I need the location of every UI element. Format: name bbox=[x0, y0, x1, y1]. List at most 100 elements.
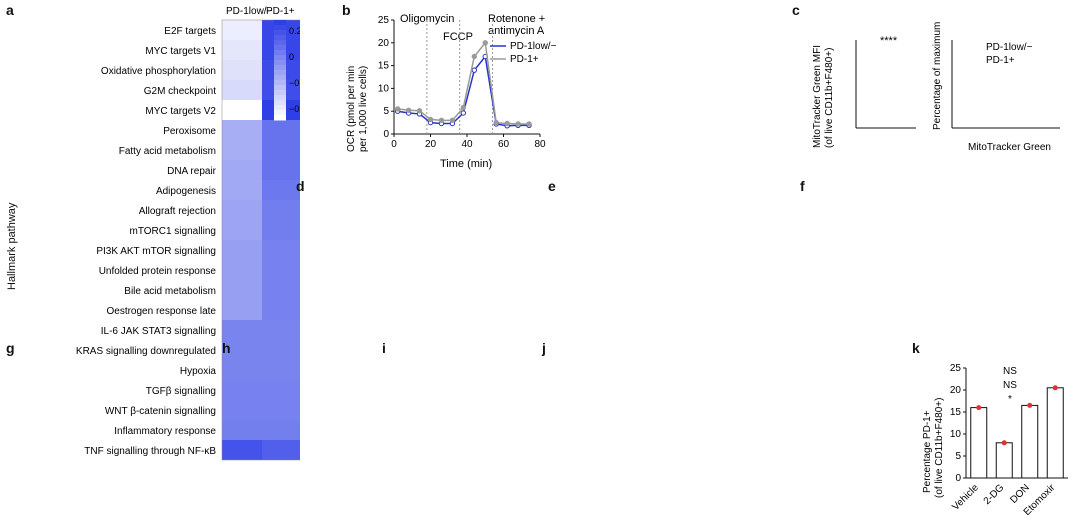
panel-b-label: b bbox=[342, 2, 351, 18]
k-y-tick-label: 15 bbox=[950, 407, 962, 418]
ocr-x-tick-label: 20 bbox=[425, 139, 437, 150]
ocr-xlabel: Time (min) bbox=[440, 158, 492, 170]
ocr-point bbox=[416, 108, 423, 114]
heatmap-cell bbox=[222, 240, 262, 260]
heatmap-cell bbox=[222, 260, 262, 280]
colorbar-segment bbox=[274, 100, 286, 106]
heatmap-row-label: Inflammatory response bbox=[114, 426, 216, 437]
ocr-point bbox=[449, 117, 456, 124]
k-category-label: Vehicle bbox=[950, 482, 981, 513]
mitotracker-ylabel-line1: MitoTracker Green MFI bbox=[812, 45, 823, 148]
ocr-point bbox=[460, 110, 467, 116]
heatmap-column-label: PD-1low/− bbox=[226, 6, 273, 17]
colorbar-segment bbox=[274, 25, 286, 31]
k-significance-label: NS bbox=[1003, 380, 1017, 391]
ocr-ylabel-line2: per 1,000 live cells) bbox=[358, 66, 369, 152]
ocr-y-tick-label: 0 bbox=[383, 129, 389, 140]
panel-e-label: e bbox=[548, 178, 556, 194]
mitotracker-chart: MitoTracker Green MFI (of live CD11b+F48… bbox=[812, 22, 1060, 153]
colorbar-segment bbox=[274, 35, 286, 41]
heatmap-row-label: MYC targets V2 bbox=[145, 106, 216, 117]
heatmap-cell bbox=[222, 200, 262, 220]
heatmap-cell bbox=[262, 160, 300, 180]
heatmap-row-label: Unfolded protein response bbox=[99, 266, 217, 277]
mitotracker-significance: **** bbox=[880, 35, 898, 47]
oligomycin-label: Oligomycin bbox=[400, 13, 454, 25]
k-point bbox=[1027, 402, 1033, 408]
panel-a: a Hallmark pathway PD-1low/− PD-1+ E2F tar… bbox=[0, 0, 300, 470]
ocr-x-tick-label: 40 bbox=[461, 139, 473, 150]
heatmap-cell bbox=[222, 300, 262, 320]
panel-f-label: f bbox=[800, 178, 805, 194]
ocr-legend-low: PD-1low/− bbox=[510, 41, 557, 52]
heatmap-cell bbox=[222, 140, 262, 160]
ocr-point bbox=[493, 119, 499, 126]
k-ylabel-line1: Percentage PD-1+ bbox=[922, 410, 933, 493]
heatmap-row-label: Bile acid metabolism bbox=[124, 286, 216, 297]
heatmap-cell bbox=[262, 320, 300, 340]
k-point bbox=[1001, 440, 1007, 446]
ocr-point bbox=[471, 67, 478, 73]
panel-j-label: j bbox=[542, 340, 546, 356]
heatmap-row-label: TNF signalling through NF-κB bbox=[84, 446, 216, 457]
ocr-y-tick-label: 5 bbox=[383, 106, 389, 117]
ocr-point bbox=[438, 117, 445, 124]
colorbar-segment bbox=[274, 80, 286, 86]
heatmap-cell bbox=[222, 340, 262, 360]
colorbar-tick: −0.4 bbox=[289, 104, 300, 114]
heatmap-cell bbox=[262, 380, 300, 400]
heatmap-row-label: PI3K AKT mTOR signalling bbox=[96, 246, 216, 257]
panel-k-bar-chart: Percentage PD-1+ (of live CD11b+F480+) 0… bbox=[922, 363, 1068, 518]
flow-legend-low: PD-1low/− bbox=[986, 42, 1033, 53]
ocr-point bbox=[515, 121, 521, 127]
panel-c: c MitoTracker Green MFI (of live CD11b+F… bbox=[790, 0, 1080, 170]
heatmap-cell bbox=[262, 120, 300, 140]
heatmap-cell bbox=[222, 20, 262, 40]
heatmap-cell bbox=[222, 100, 262, 120]
k-bar bbox=[1021, 404, 1039, 479]
panel-b: b Oligomycin FCCP Rotenone + antimycin A… bbox=[340, 0, 560, 170]
heatmap-cell bbox=[262, 180, 300, 200]
flow-ylabel: Percentage of maximum bbox=[932, 22, 943, 130]
heatmap-frame bbox=[221, 19, 300, 461]
ocr-y-tick-label: 15 bbox=[378, 61, 390, 72]
k-bar bbox=[995, 442, 1013, 479]
ocr-ylabel-line1: OCR (pmol per min bbox=[346, 66, 357, 152]
heatmap-cell bbox=[262, 420, 300, 440]
rotenone-label: Rotenone + bbox=[488, 13, 545, 25]
ocr-point bbox=[482, 40, 488, 46]
colorbar-segment bbox=[274, 45, 286, 51]
colorbar-segment bbox=[274, 95, 286, 101]
heatmap-cell bbox=[262, 300, 300, 320]
heatmap-cell bbox=[262, 220, 300, 240]
colorbar-segment bbox=[274, 105, 286, 111]
colorbar-segment bbox=[274, 60, 286, 66]
panel-i-label: i bbox=[382, 340, 386, 356]
heatmap-column-label: PD-1+ bbox=[266, 6, 295, 17]
heatmap-cell bbox=[222, 400, 262, 420]
k-significance-label: * bbox=[1008, 394, 1012, 405]
heatmap-cell bbox=[222, 180, 262, 200]
heatmap-cell bbox=[222, 360, 262, 380]
panel-h-label: h bbox=[222, 340, 231, 356]
colorbar-segment bbox=[274, 85, 286, 91]
ocr-y-tick-label: 10 bbox=[378, 83, 390, 94]
heatmap-cell bbox=[222, 160, 262, 180]
heatmap-cell bbox=[222, 320, 262, 340]
k-category-label: 2-DG bbox=[982, 482, 1007, 507]
colorbar-segment bbox=[274, 75, 286, 81]
k-bar bbox=[1046, 387, 1064, 479]
heatmap-cell bbox=[222, 440, 262, 460]
heatmap-cell bbox=[222, 380, 262, 400]
k-bar bbox=[970, 407, 988, 479]
flow-legend-pos: PD-1+ bbox=[986, 55, 1015, 66]
colorbar-tick: 0.2 bbox=[289, 26, 300, 36]
k-y-tick-label: 10 bbox=[950, 429, 962, 440]
colorbar-segment bbox=[274, 55, 286, 61]
heatmap-row-label: KRAS signalling downregulated bbox=[76, 346, 216, 357]
colorbar-segment bbox=[274, 50, 286, 56]
panel-d-label: d bbox=[296, 178, 305, 194]
ocr-y-tick-label: 20 bbox=[378, 38, 390, 49]
ocr-x-tick-label: 60 bbox=[498, 139, 510, 150]
